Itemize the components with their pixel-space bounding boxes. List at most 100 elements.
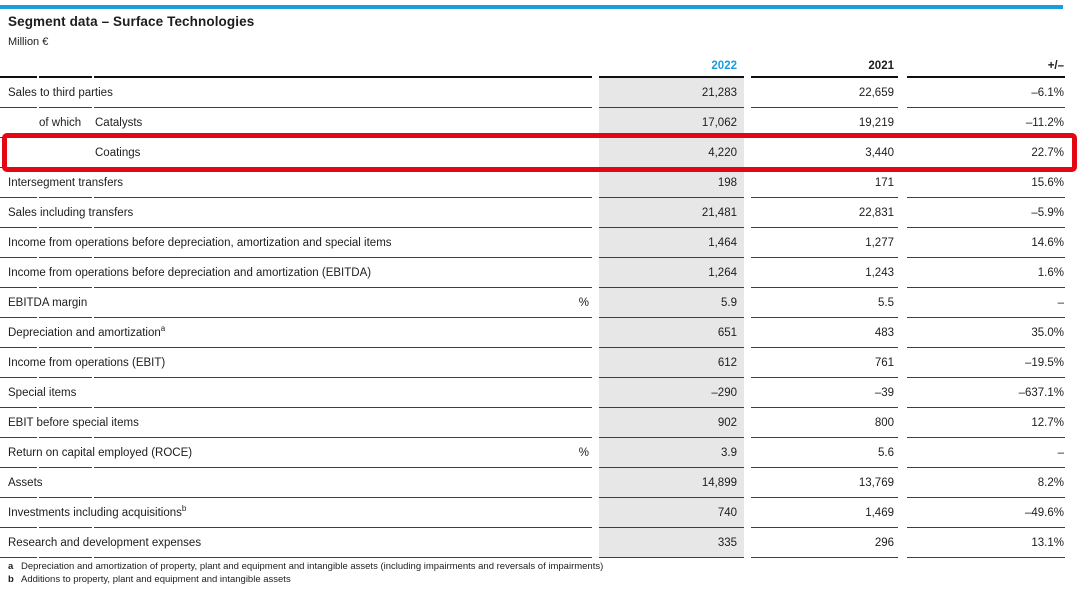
row-sublabel: Catalysts <box>94 108 592 138</box>
table-row: of which Catalysts 17,062 19,219 –11.2% <box>0 108 1065 138</box>
table-row: Income from operations before depreciati… <box>0 258 1065 288</box>
value-delta: –49.6% <box>907 498 1065 528</box>
row-sublabel <box>94 528 592 558</box>
row-sublabel <box>94 348 592 378</box>
value-delta: –11.2% <box>907 108 1065 138</box>
row-label: Income from operations before depreciati… <box>0 258 371 288</box>
footnote-marker: b <box>8 573 14 585</box>
value-2022: 21,283 <box>599 78 744 108</box>
row-prefix <box>39 528 92 558</box>
value-2022: 17,062 <box>599 108 744 138</box>
table-row: Special items –290 –39 –637.1% <box>0 378 1065 408</box>
value-delta: 14.6% <box>907 228 1065 258</box>
row-sublabel <box>94 378 592 408</box>
row-label: Special items <box>0 378 76 408</box>
value-2021: 296 <box>751 528 898 558</box>
value-delta: 13.1% <box>907 528 1065 558</box>
value-delta: 15.6% <box>907 168 1065 198</box>
value-delta: 8.2% <box>907 468 1065 498</box>
value-2021: 22,659 <box>751 78 898 108</box>
value-delta: –637.1% <box>907 378 1065 408</box>
row-prefix <box>39 378 92 408</box>
row-prefix <box>39 408 92 438</box>
table-header-row: 2022 2021 +/– <box>0 50 1065 78</box>
row-prefix <box>39 288 92 318</box>
row-sublabel: % <box>94 438 592 468</box>
value-2021: 483 <box>751 318 898 348</box>
header-label-spacer-2 <box>39 50 92 78</box>
value-2021: 1,277 <box>751 228 898 258</box>
value-2022: 740 <box>599 498 744 528</box>
value-2022: 902 <box>599 408 744 438</box>
table-row: Income from operations before depreciati… <box>0 228 1065 258</box>
value-2021: 5.5 <box>751 288 898 318</box>
value-2021: 3,440 <box>751 138 898 168</box>
value-2021: 13,769 <box>751 468 898 498</box>
row-prefix <box>39 168 92 198</box>
table-row: Coatings 4,220 3,440 22.7% <box>0 138 1065 168</box>
value-2021: 19,219 <box>751 108 898 138</box>
row-label: Investments including acquisitionsb <box>0 498 186 528</box>
value-2022: 4,220 <box>599 138 744 168</box>
row-sublabel <box>94 168 592 198</box>
row-label: Depreciation and amortizationa <box>0 318 165 348</box>
row-prefix <box>39 468 92 498</box>
value-2021: 171 <box>751 168 898 198</box>
value-2021: 800 <box>751 408 898 438</box>
value-delta: 1.6% <box>907 258 1065 288</box>
row-label: Income from operations (EBIT) <box>0 348 165 378</box>
column-header-2022: 2022 <box>599 50 744 78</box>
unit-label: Million € <box>8 36 49 48</box>
row-prefix <box>39 228 92 258</box>
row-unit: % <box>578 446 589 459</box>
table-row: Research and development expenses 335 296 1… <box>0 528 1065 558</box>
footnote-line: b Additions to property, plant and equip… <box>8 574 603 587</box>
row-label <box>0 138 37 168</box>
value-2022: 1,464 <box>599 228 744 258</box>
row-prefix <box>39 318 92 348</box>
row-label: EBIT before special items <box>0 408 139 438</box>
value-2022: 3.9 <box>599 438 744 468</box>
row-sublabel <box>94 498 592 528</box>
row-sublabel <box>94 78 592 108</box>
row-sublabel <box>94 228 592 258</box>
value-delta: –19.5% <box>907 348 1065 378</box>
row-sublabel: % <box>94 288 592 318</box>
row-sublabel <box>94 258 592 288</box>
value-2022: 651 <box>599 318 744 348</box>
row-prefix <box>39 198 92 228</box>
value-delta: – <box>907 288 1065 318</box>
table-row: Depreciation and amortizationa 651 483 35.0… <box>0 318 1065 348</box>
table-row: EBIT before special items 902 800 12.7% <box>0 408 1065 438</box>
row-sublabel <box>94 318 592 348</box>
page-title: Segment data – Surface Technologies <box>8 14 255 29</box>
footnote-ref: a <box>160 323 166 333</box>
row-label: Research and development expenses <box>0 528 201 558</box>
segment-table: 2022 2021 +/– Sales to third parties 21,2… <box>0 50 1065 558</box>
gray-column-background <box>599 78 744 558</box>
value-2022: 335 <box>599 528 744 558</box>
row-label <box>0 108 37 138</box>
value-2022: 612 <box>599 348 744 378</box>
table-body: Sales to third parties 21,283 22,659 –6.1% o… <box>0 78 1065 558</box>
table-row: Assets 14,899 13,769 8.2% <box>0 468 1065 498</box>
value-2021: 5.6 <box>751 438 898 468</box>
footnote-marker: a <box>8 561 14 572</box>
value-delta: 12.7% <box>907 408 1065 438</box>
value-delta: – <box>907 438 1065 468</box>
table-row: Intersegment transfers 198 171 15.6% <box>0 168 1065 198</box>
table-row: Income from operations (EBIT) 612 761 –19.5… <box>0 348 1065 378</box>
value-2022: 1,264 <box>599 258 744 288</box>
row-label: Intersegment transfers <box>0 168 123 198</box>
row-label: Sales including transfers <box>0 198 133 228</box>
table-row: Investments including acquisitionsb 740 1,… <box>0 498 1065 528</box>
header-label-spacer-1 <box>0 50 37 78</box>
row-label: EBITDA margin <box>0 288 87 318</box>
footnote-text: Depreciation and amortization of propert… <box>21 561 604 572</box>
value-delta: 22.7% <box>907 138 1065 168</box>
row-unit: % <box>578 296 589 309</box>
table-row: Sales including transfers 21,481 22,831 –5.… <box>0 198 1065 228</box>
column-header-2021: 2021 <box>751 50 898 78</box>
footnote-line: a Depreciation and amortization of prope… <box>8 561 603 574</box>
